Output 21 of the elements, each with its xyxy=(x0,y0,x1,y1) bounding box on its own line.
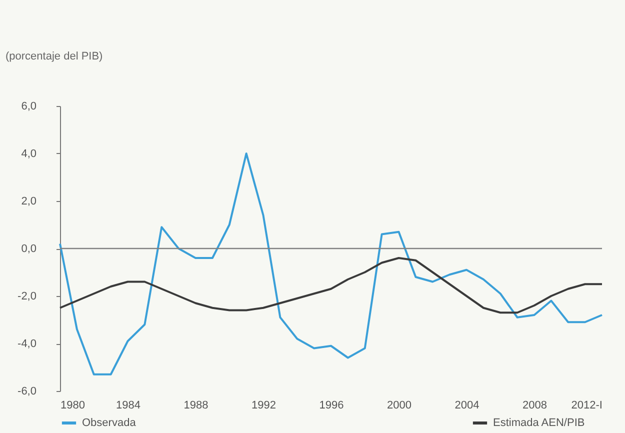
x-tick-label: 2008 xyxy=(522,400,547,412)
x-tick-label: 1984 xyxy=(116,400,140,412)
y-tick-label: 2,0 xyxy=(21,196,36,208)
legend-label: Estimada AEN/PIB xyxy=(493,417,585,429)
x-tick-label: 2004 xyxy=(454,400,480,412)
x-tick-label: 1988 xyxy=(184,400,208,412)
y-tick-label: -4,0 xyxy=(18,338,36,350)
legend-label: Observada xyxy=(82,417,137,429)
y-tick-label: 4,0 xyxy=(21,148,36,160)
x-tick-label: 1996 xyxy=(319,400,344,412)
y-tick-label: 0,0 xyxy=(21,243,36,255)
line-series xyxy=(59,257,603,314)
line-series xyxy=(59,152,603,376)
y-tick-label: -6,0 xyxy=(18,386,36,398)
x-tick-label: 2000 xyxy=(387,400,412,412)
x-tick-label: 2012-I xyxy=(571,400,602,412)
y-axis-title: (porcentaje del PIB) xyxy=(6,50,103,62)
y-tick-label: 6,0 xyxy=(21,100,36,112)
y-tick-label: -2,0 xyxy=(18,290,36,302)
x-tick-label: 1992 xyxy=(252,400,276,412)
x-tick-label: 1980 xyxy=(60,400,85,412)
